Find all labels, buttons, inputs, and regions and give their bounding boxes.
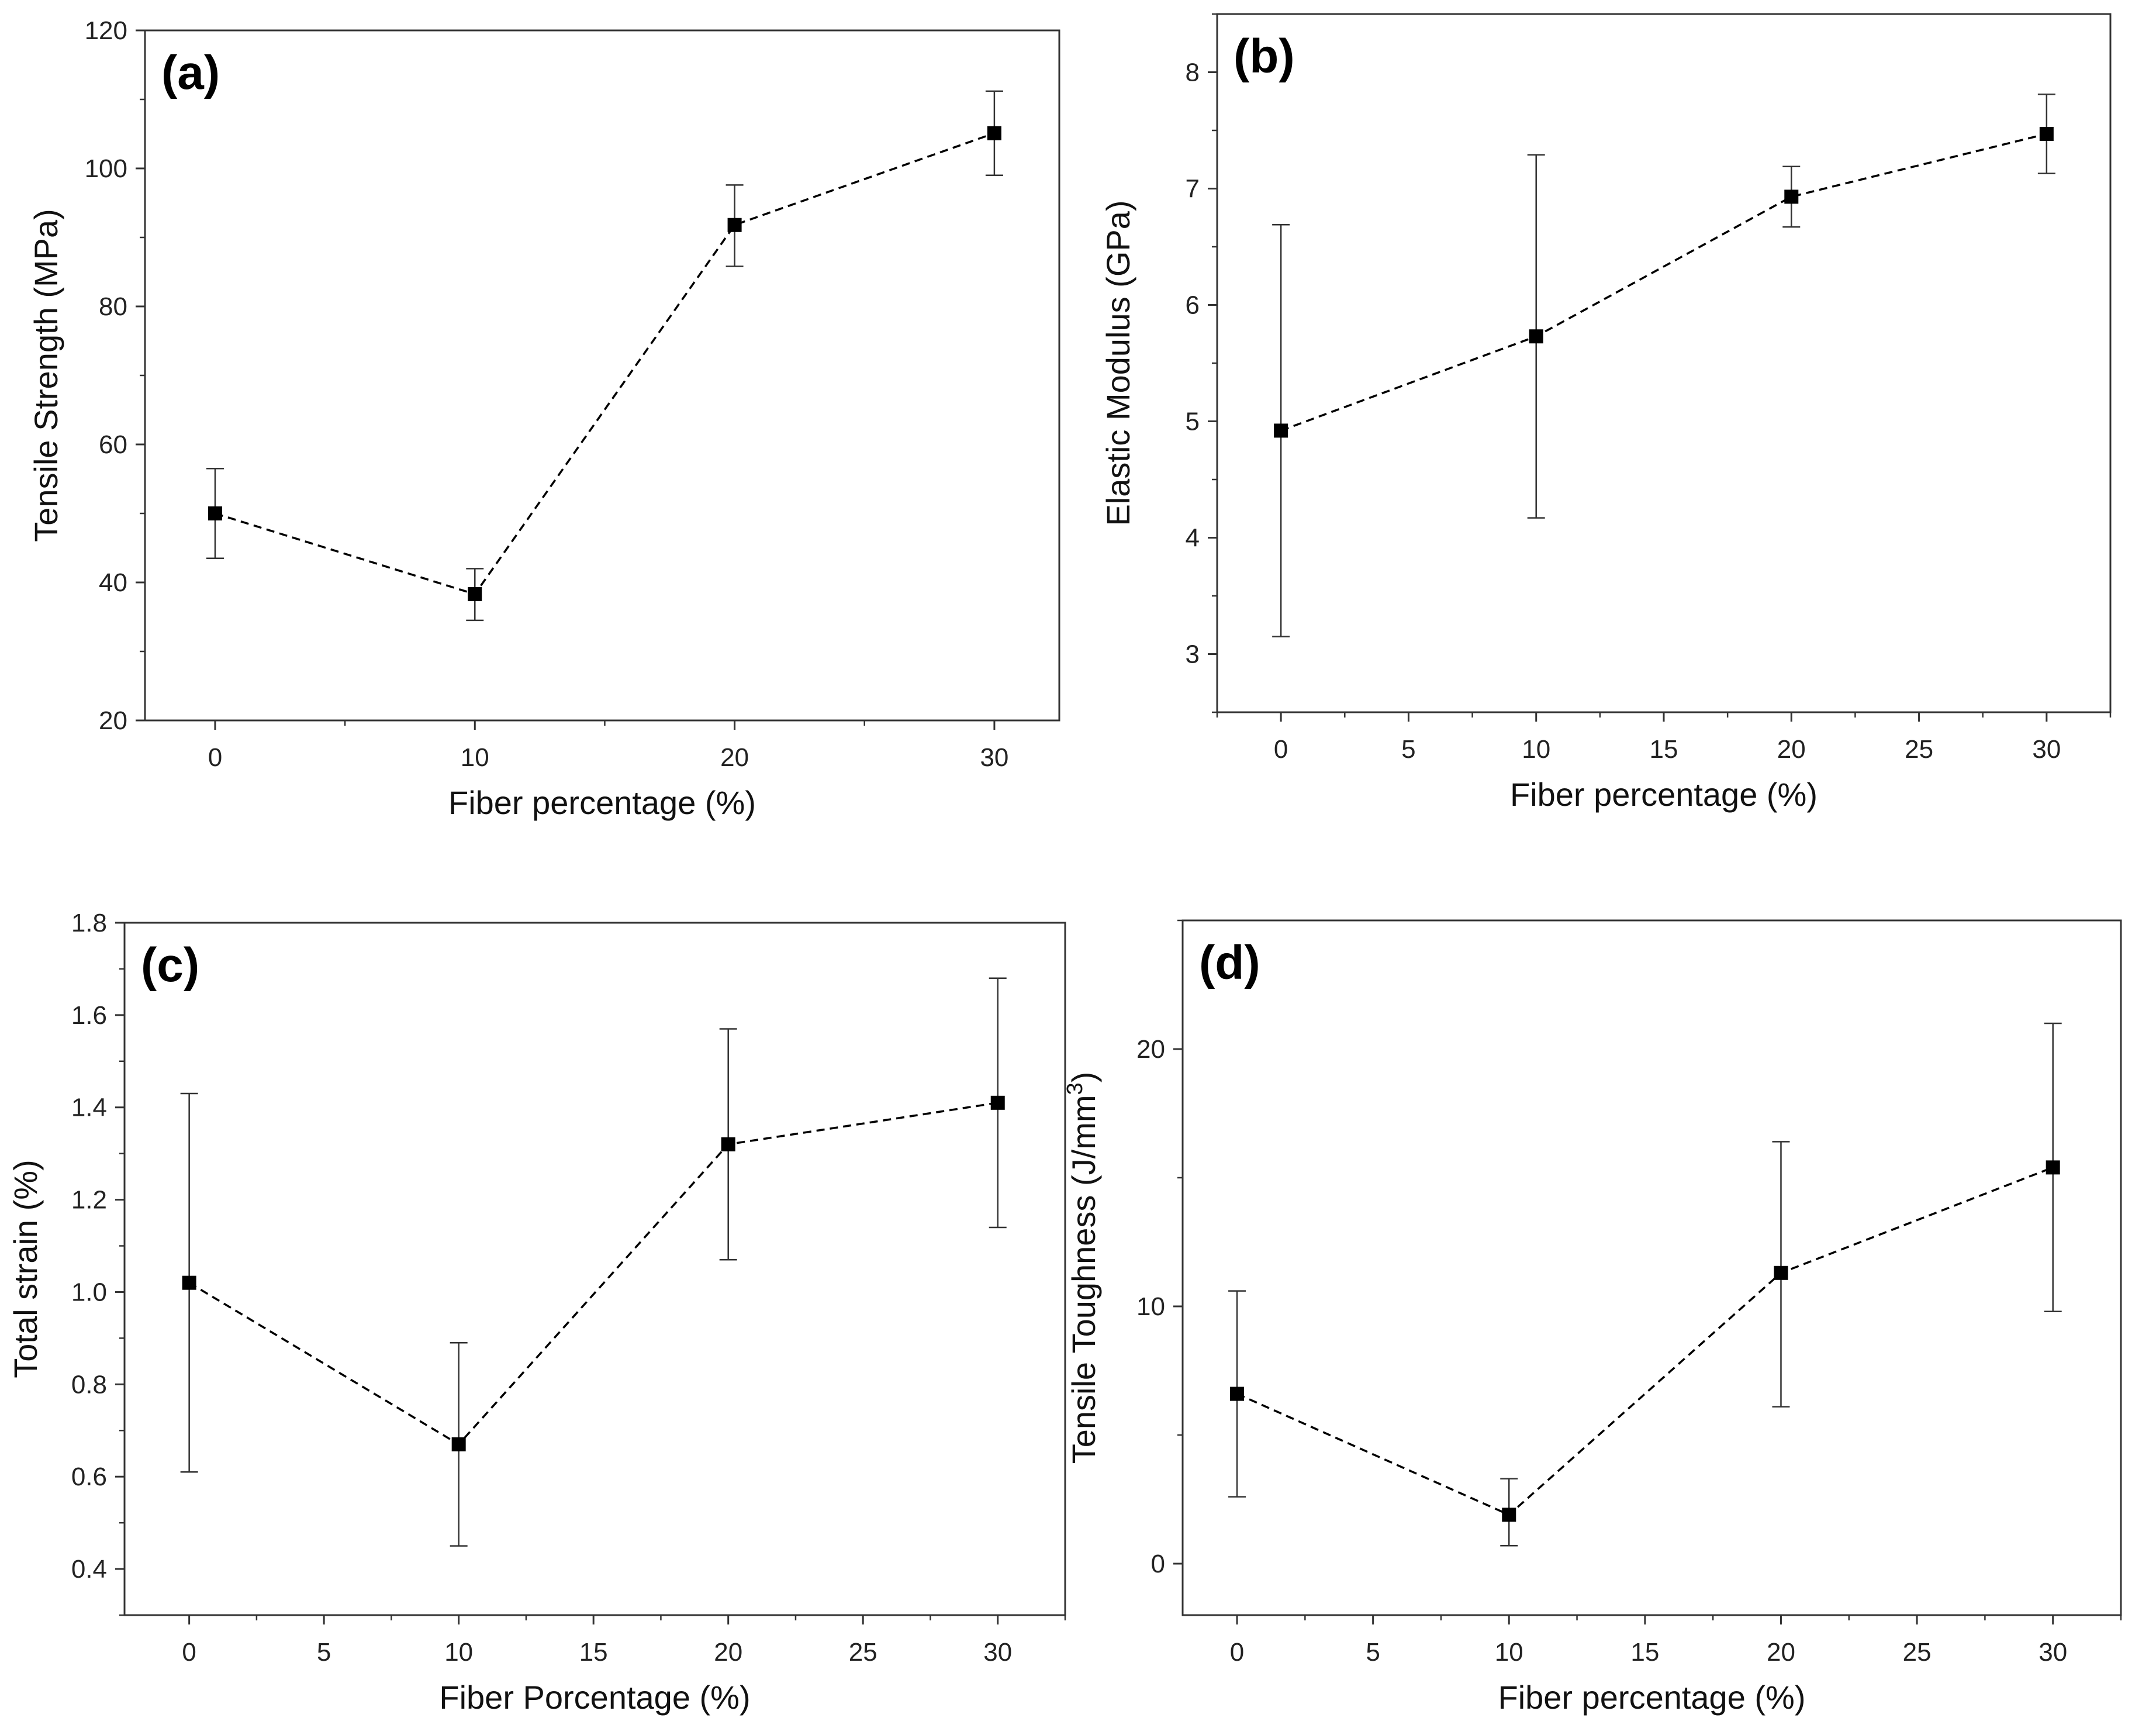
panel-b: 0 5 10 15 20 25 30 3 4 5 6 7 8 (b) Fiber percentage … (1100, 13, 2112, 813)
y-tick-label: 0 (1151, 1550, 1165, 1578)
y-axis-title: Tensile Strength (MPa) (27, 209, 64, 542)
x-tick-label: 25 (1903, 1638, 1932, 1667)
panel-label: (a) (161, 46, 220, 99)
y-tick-label: 1.8 (71, 909, 107, 937)
data-point (1529, 329, 1543, 344)
y-axis-title-superscript: 3 (1063, 1082, 1087, 1095)
data-point (468, 587, 482, 602)
dashed-series-line (1280, 133, 2047, 432)
plot-frame (123, 922, 1066, 1616)
x-tick-label: 30 (2038, 1638, 2067, 1667)
data-point (721, 1137, 735, 1151)
x-tick-label: 0 (208, 743, 222, 772)
data-point (2039, 126, 2054, 141)
y-tick-label: 10 (1136, 1292, 1165, 1321)
y-tick-label: 40 (99, 568, 127, 597)
x-tick-label: 5 (317, 1638, 331, 1667)
axis-ticks: 0 5 10 15 20 25 30 0 10 20 (1136, 919, 2122, 1667)
x-tick-label: 20 (1777, 735, 1806, 764)
data-point (182, 1275, 196, 1290)
data-series (1228, 1022, 2062, 1547)
x-tick-label: 20 (714, 1638, 742, 1667)
panel-c: 0 5 10 15 20 25 30 0.4 0.6 0.8 1.0 1.2 1.4 1.6 1.8 (c)… (7, 909, 1066, 1716)
x-axis-title: Fiber percentage (%) (1498, 1679, 1805, 1716)
x-axis-title: Fiber percentage (%) (448, 784, 756, 821)
x-tick-label: 0 (182, 1638, 196, 1667)
axis-ticks: 0 5 10 15 20 25 30 3 4 5 6 7 8 (1186, 13, 2112, 764)
y-tick-label: 1.4 (71, 1094, 107, 1122)
x-tick-label: 0 (1274, 735, 1288, 764)
x-tick-label: 15 (1630, 1638, 1659, 1667)
y-axis-title: Tensile Toughness (J/mm3) (1063, 1072, 1102, 1464)
x-tick-label: 30 (980, 743, 1008, 772)
y-tick-label: 3 (1186, 640, 1200, 669)
x-tick-label: 15 (579, 1638, 608, 1667)
data-point (727, 218, 742, 232)
y-tick-label: 8 (1186, 58, 1200, 87)
dashed-series-line (188, 1102, 998, 1446)
y-tick-label: 0.8 (71, 1370, 107, 1399)
y-axis-title-suffix: ) (1065, 1072, 1102, 1083)
y-tick-label: 1.6 (71, 1001, 107, 1030)
data-series (180, 977, 1007, 1547)
y-tick-label: 100 (85, 154, 127, 183)
axis-ticks: 0 5 10 15 20 25 30 0.4 0.6 0.8 1.0 1.2 1.4 1.6 1.8 (71, 909, 1066, 1667)
data-point (1274, 423, 1288, 438)
data-point (1230, 1386, 1245, 1401)
panel-d: 0 5 10 15 20 25 30 0 10 20 (d) Fiber percentage (… (1063, 919, 2122, 1716)
y-tick-label: 4 (1186, 524, 1200, 553)
x-tick-label: 5 (1401, 735, 1415, 764)
x-tick-label: 25 (1905, 735, 1933, 764)
data-point (1502, 1508, 1516, 1522)
x-tick-label: 10 (1522, 735, 1550, 764)
x-tick-label: 0 (1230, 1638, 1244, 1667)
x-tick-label: 10 (461, 743, 489, 772)
data-point (2046, 1160, 2060, 1175)
x-tick-label: 10 (444, 1638, 473, 1667)
dashed-series-line (215, 132, 995, 596)
x-tick-label: 10 (1495, 1638, 1523, 1667)
y-tick-label: 7 (1186, 175, 1200, 203)
plot-frame (1181, 919, 2122, 1616)
data-series (1272, 94, 2055, 637)
x-tick-label: 30 (2032, 735, 2061, 764)
x-axis-title: Fiber percentage (%) (1510, 776, 1818, 813)
x-tick-label: 20 (1767, 1638, 1795, 1667)
y-tick-label: 80 (99, 292, 127, 321)
panel-a: 0 10 20 30 20 40 60 80 100 120 (a) Fiber percenta… (27, 16, 1060, 821)
x-tick-label: 15 (1650, 735, 1678, 764)
x-tick-label: 25 (849, 1638, 877, 1667)
data-point (987, 126, 1001, 140)
x-tick-label: 20 (720, 743, 749, 772)
data-point (451, 1437, 466, 1451)
y-tick-label: 0.4 (71, 1555, 107, 1584)
y-axis-title: Total strain (%) (7, 1160, 44, 1378)
y-tick-label: 6 (1186, 291, 1200, 320)
dashed-series-line (1236, 1166, 2054, 1516)
x-tick-label: 30 (983, 1638, 1012, 1667)
y-axis-title: Elastic Modulus (GPa) (1100, 200, 1136, 526)
y-axis-title-main: Tensile Toughness (J/mm (1065, 1095, 1102, 1464)
y-tick-label: 20 (1136, 1035, 1165, 1064)
y-tick-label: 5 (1186, 408, 1200, 436)
panel-label: (b) (1234, 30, 1295, 83)
axis-ticks: 0 10 20 30 20 40 60 80 100 120 (85, 16, 1009, 772)
y-tick-label: 1.2 (71, 1186, 107, 1215)
panel-label: (c) (141, 939, 199, 992)
y-tick-label: 120 (85, 16, 127, 45)
y-tick-label: 0.6 (71, 1462, 107, 1491)
data-point (1784, 189, 1799, 204)
y-tick-label: 60 (99, 430, 127, 459)
x-tick-label: 5 (1366, 1638, 1380, 1667)
data-point (208, 506, 222, 520)
y-tick-label: 1.0 (71, 1278, 107, 1306)
data-series (206, 90, 1003, 622)
panel-label: (d) (1199, 936, 1260, 989)
y-tick-label: 20 (99, 706, 127, 735)
data-point (990, 1095, 1005, 1110)
x-axis-title: Fiber Porcentage (%) (439, 1679, 750, 1716)
data-point (1774, 1265, 1788, 1280)
